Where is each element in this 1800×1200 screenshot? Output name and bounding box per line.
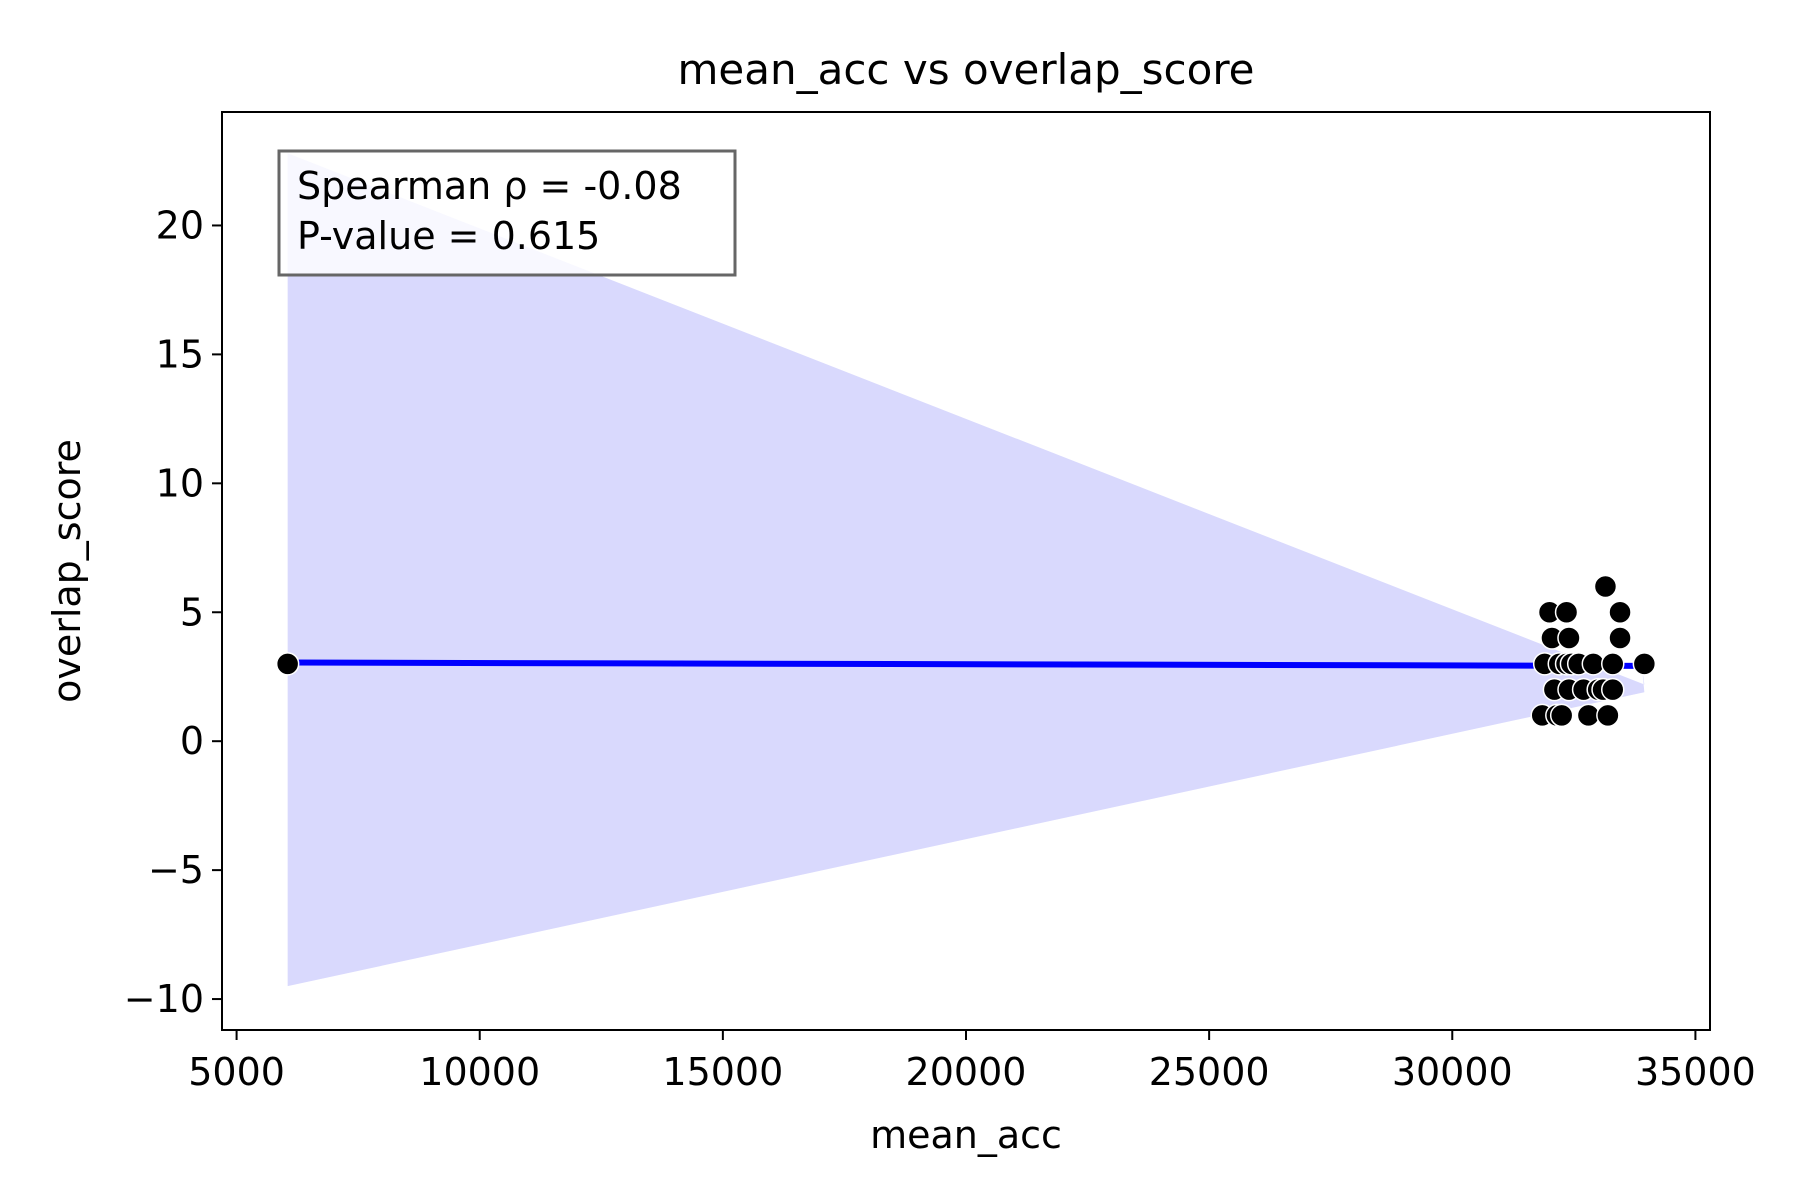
- data-point-3: [1549, 703, 1574, 728]
- data-point-4: [1576, 703, 1601, 728]
- y-tick-label-5: 15: [156, 332, 204, 376]
- data-point-5: [1596, 703, 1620, 728]
- chart-title: mean_acc vs overlap_score: [677, 45, 1254, 94]
- annotation-pvalue: P-value = 0.615: [297, 214, 600, 258]
- data-point-21: [1557, 626, 1581, 650]
- x-tick-label-4: 25000: [1149, 1050, 1270, 1094]
- data-point-18: [1600, 652, 1625, 676]
- x-tick-label-0: 5000: [188, 1050, 285, 1094]
- confidence-band: [287, 153, 1645, 987]
- stats-annotation: Spearman ρ = -0.08 P-value = 0.615: [277, 149, 737, 277]
- data-point-17: [1581, 652, 1606, 676]
- y-tick-label-6: 20: [156, 203, 204, 247]
- data-point-22: [1608, 626, 1632, 650]
- y-tick-label-3: 5: [180, 590, 204, 634]
- regression-line: [284, 659, 1648, 669]
- y-axis-ticks: −10 −5 0 5 10 15 20: [124, 203, 222, 1021]
- y-tick-label-0: −10: [124, 977, 204, 1021]
- data-point-26: [1593, 574, 1618, 599]
- y-tick-label-4: 10: [156, 461, 204, 505]
- x-axis-ticks: 5000 10000 15000 20000 25000 30000 35000: [188, 1030, 1756, 1094]
- annotation-spearman: Spearman ρ = -0.08: [297, 164, 682, 208]
- data-point-11: [1600, 677, 1625, 702]
- y-tick-label-2: 0: [180, 719, 204, 763]
- data-point-24: [1554, 600, 1579, 625]
- x-tick-label-5: 30000: [1392, 1050, 1513, 1094]
- y-tick-label-1: −5: [148, 848, 204, 892]
- x-tick-label-2: 15000: [662, 1050, 783, 1094]
- annotation-box: [277, 149, 737, 277]
- data-point-0: [275, 652, 300, 676]
- data-point-19: [1632, 652, 1657, 676]
- regression-layer: [284, 659, 1648, 669]
- data-points-layer: [275, 574, 1657, 728]
- confidence-band-layer: [287, 153, 1645, 987]
- x-tick-label-3: 20000: [906, 1050, 1027, 1094]
- x-axis-label: mean_acc: [870, 1113, 1062, 1157]
- x-tick-label-1: 10000: [419, 1050, 540, 1094]
- x-tick-label-6: 35000: [1635, 1050, 1756, 1094]
- data-point-25: [1608, 600, 1632, 625]
- y-axis-label: overlap_score: [45, 439, 89, 703]
